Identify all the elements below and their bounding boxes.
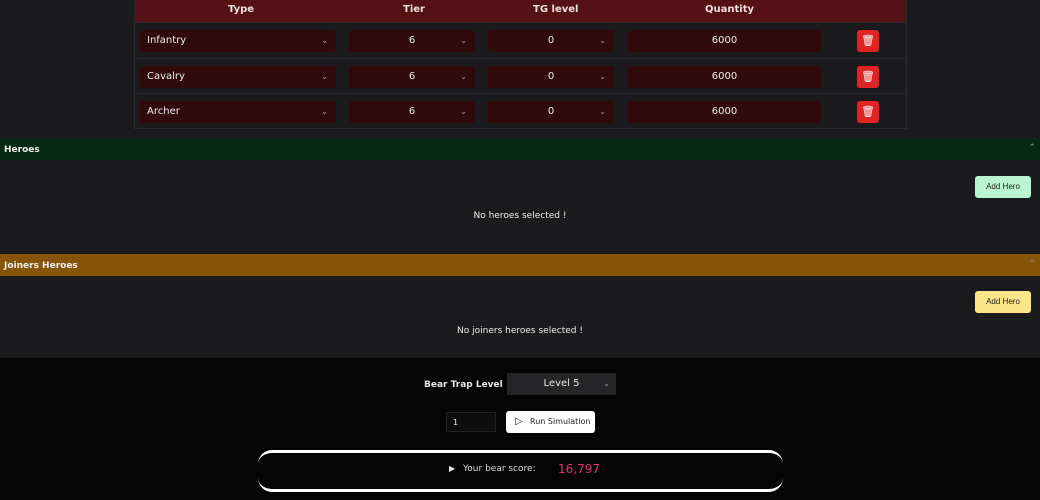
table-row: Infantry ⌄ 6 ⌄ 0 ⌄ 6000 🗑 (135, 22, 906, 58)
tg-value: 0 (547, 71, 555, 82)
tier-select[interactable]: 6 ⌄ (349, 101, 475, 123)
type-select[interactable]: Infantry ⌄ (140, 30, 336, 52)
simulation-count-input[interactable]: 1 (446, 412, 496, 432)
bear-trap-level-label: Bear Trap Level (424, 380, 503, 390)
table-row: Archer ⌄ 6 ⌄ 0 ⌄ 6000 🗑 (135, 93, 906, 129)
chevron-down-icon: ⌄ (321, 72, 328, 81)
delete-button[interactable]: 🗑 (857, 30, 879, 52)
tier-select[interactable]: 6 ⌄ (349, 66, 475, 88)
tg-level-select[interactable]: 0 ⌄ (488, 101, 614, 123)
score-icon: ▶ (449, 464, 456, 473)
header-type: Type (228, 4, 255, 15)
tier-value: 6 (408, 106, 416, 117)
tier-select[interactable]: 6 ⌄ (349, 30, 475, 52)
tier-value: 6 (408, 35, 416, 46)
joiners-empty-message: No joiners heroes selected ! (457, 326, 583, 336)
chevron-down-icon: ⌄ (460, 72, 467, 81)
table-header: Type Tier TG level Quantity (135, 0, 906, 22)
bear-trap-level-select[interactable]: Level 5 ⌄ (507, 373, 616, 395)
chevron-down-icon: ⌄ (321, 107, 328, 116)
chevron-down-icon: ⌄ (603, 379, 610, 388)
trash-icon: 🗑 (861, 105, 875, 118)
delete-button[interactable]: 🗑 (857, 66, 879, 88)
chevron-down-icon: ⌄ (599, 107, 606, 116)
tg-level-select[interactable]: 0 ⌄ (488, 66, 614, 88)
play-icon: ▷ (515, 416, 523, 427)
type-value: Cavalry (147, 71, 185, 82)
add-hero-button[interactable]: Add Hero (975, 176, 1031, 198)
tg-value: 0 (547, 106, 555, 117)
type-select[interactable]: Cavalry ⌄ (140, 66, 336, 88)
score-label: Your bear score: (463, 464, 536, 474)
heroes-title: Heroes (4, 145, 40, 155)
run-simulation-button[interactable]: ▷ Run Simulation (506, 411, 595, 433)
troops-table: Type Tier TG level Quantity Infantry ⌄ 6 ⌄… (134, 0, 907, 129)
joiners-section-header[interactable]: Joiners Heroes ⌃ (0, 254, 1040, 276)
chevron-down-icon: ⌄ (599, 72, 606, 81)
heroes-empty-message: No heroes selected ! (473, 211, 567, 221)
table-row: Cavalry ⌄ 6 ⌄ 0 ⌄ 6000 🗑 (135, 58, 906, 94)
type-value: Infantry (147, 35, 187, 46)
chevron-down-icon: ⌄ (460, 107, 467, 116)
trash-icon: 🗑 (861, 70, 875, 83)
chevron-down-icon: ⌄ (321, 36, 328, 45)
tier-value: 6 (408, 71, 416, 82)
joiners-title: Joiners Heroes (4, 261, 78, 271)
add-joiner-hero-button[interactable]: Add Hero (975, 291, 1031, 313)
score-value: 16,797 (558, 462, 600, 476)
quantity-input[interactable]: 6000 (628, 30, 821, 52)
trash-icon: 🗑 (861, 34, 875, 47)
header-tg-level: TG level (533, 4, 579, 15)
type-select[interactable]: Archer ⌄ (140, 101, 336, 123)
chevron-down-icon: ⌄ (460, 36, 467, 45)
score-box: ▶ Your bear score: 16,797 (258, 450, 783, 492)
header-tier: Tier (403, 4, 425, 15)
heroes-section-header[interactable]: Heroes ⌃ (0, 138, 1040, 160)
header-quantity: Quantity (705, 4, 754, 15)
chevron-up-icon: ⌃ (1028, 143, 1036, 153)
quantity-input[interactable]: 6000 (628, 101, 821, 123)
delete-button[interactable]: 🗑 (857, 101, 879, 123)
tg-value: 0 (547, 35, 555, 46)
quantity-input[interactable]: 6000 (628, 66, 821, 88)
type-value: Archer (147, 106, 180, 117)
simulation-panel: Bear Trap Level Level 5 ⌄ 1 ▷ Run Simulati… (0, 358, 1040, 500)
level-value: Level 5 (543, 378, 580, 389)
chevron-down-icon: ⌄ (599, 36, 606, 45)
run-label: Run Simulation (530, 417, 591, 426)
chevron-up-icon: ⌃ (1028, 259, 1036, 269)
tg-level-select[interactable]: 0 ⌄ (488, 30, 614, 52)
